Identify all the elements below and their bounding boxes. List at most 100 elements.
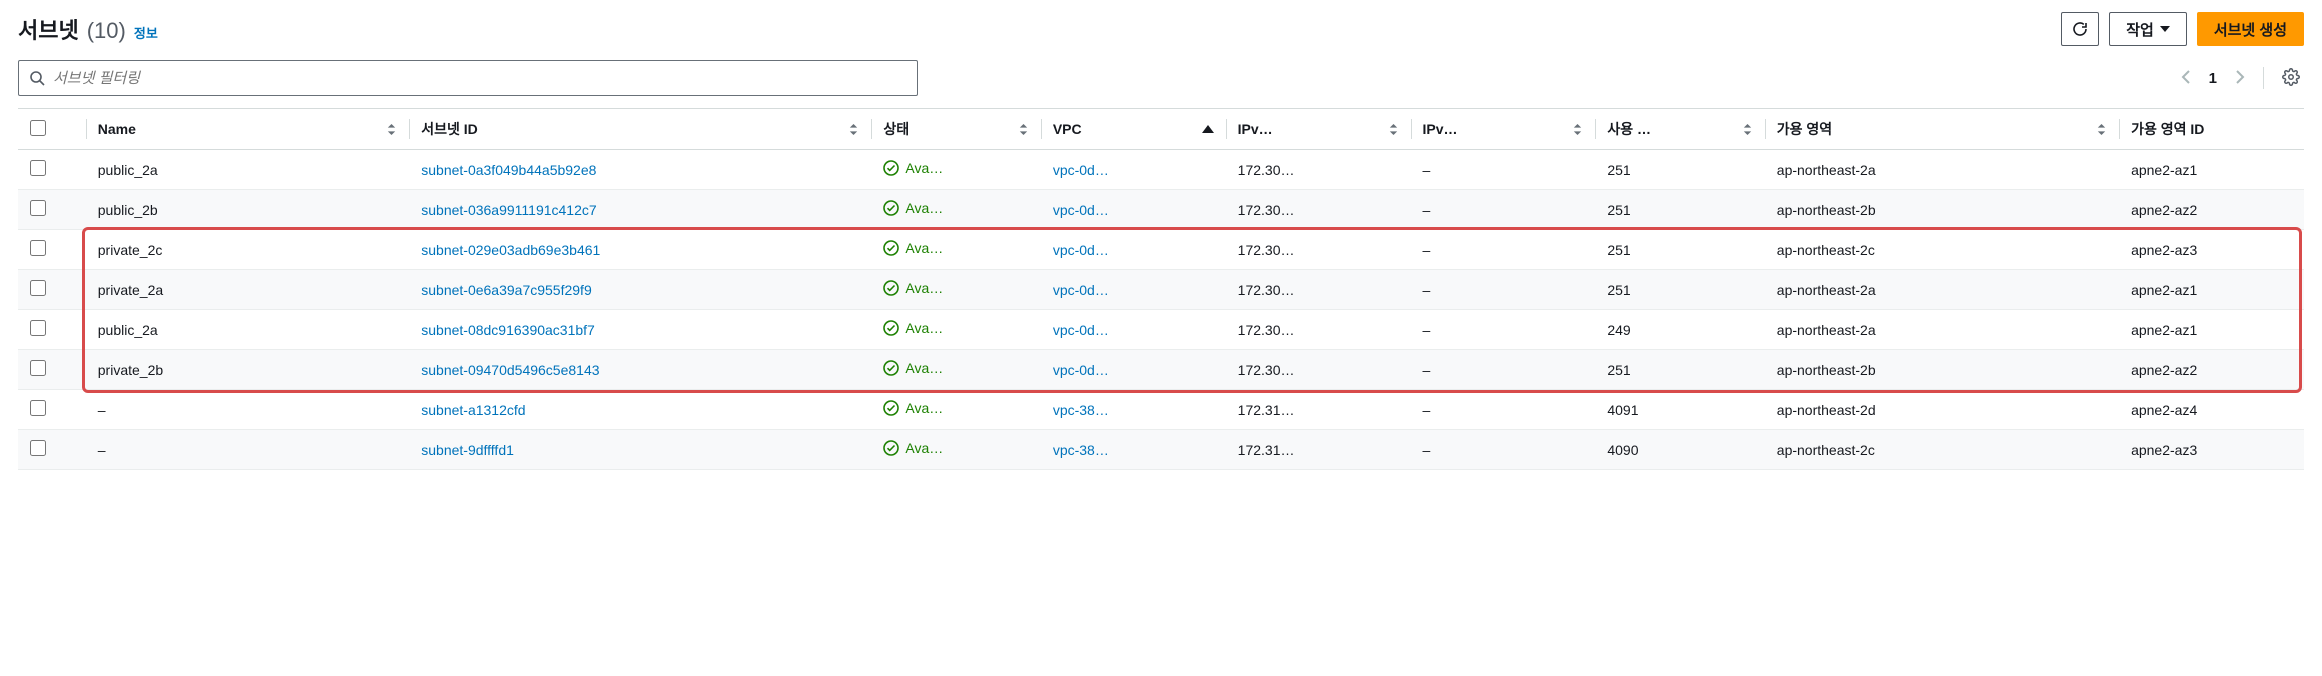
cell-vpc: vpc-0d… — [1041, 350, 1226, 390]
divider — [2263, 67, 2264, 89]
search-input[interactable] — [53, 70, 907, 87]
col-header-name[interactable]: Name — [86, 109, 409, 150]
row-checkbox[interactable] — [30, 280, 46, 296]
cell-az: ap-northeast-2a — [1765, 150, 2119, 190]
chevron-right-icon — [2235, 70, 2245, 84]
state-text: Ava… — [905, 360, 943, 376]
cell-ipv6: – — [1411, 230, 1596, 270]
table-row[interactable]: public_2asubnet-0a3f049b44a5b92e8Ava…vpc… — [18, 150, 2304, 190]
cell-name: private_2c — [86, 230, 409, 270]
row-checkbox[interactable] — [30, 440, 46, 456]
table-row[interactable]: private_2csubnet-029e03adb69e3b461Ava…vp… — [18, 230, 2304, 270]
state-text: Ava… — [905, 320, 943, 336]
sort-icon — [1572, 124, 1583, 135]
cell-ipv4: 172.30… — [1226, 270, 1411, 310]
table-row[interactable]: –subnet-a1312cfdAva…vpc-38…172.31…–4091a… — [18, 390, 2304, 430]
cell-state: Ava… — [871, 190, 1040, 230]
col-header-ipv4[interactable]: IPv… — [1226, 109, 1411, 150]
row-checkbox[interactable] — [30, 160, 46, 176]
cell-available: 251 — [1595, 230, 1764, 270]
select-all-checkbox[interactable] — [30, 120, 46, 136]
cell-ipv6: – — [1411, 150, 1596, 190]
table-row[interactable]: public_2b subnet-036a9911191c412c7 Ava… vpc… — [18, 190, 2304, 230]
cell-az: ap-northeast-2d — [1765, 390, 2119, 430]
row-checkbox[interactable] — [30, 360, 46, 376]
cell-az: ap-northeast-2a — [1765, 270, 2119, 310]
sort-icon — [386, 124, 397, 135]
cell-ipv4: 172.30… — [1226, 230, 1411, 270]
row-checkbox-cell — [18, 150, 86, 190]
vpc-link[interactable]: vpc-0d… — [1053, 242, 1109, 258]
page-title: 서브넷 — [18, 13, 79, 45]
vpc-link[interactable]: vpc-0d… — [1053, 362, 1109, 378]
col-label-state: 상태 — [883, 119, 909, 139]
next-page-button[interactable] — [2231, 66, 2249, 91]
subnet-id-link[interactable]: subnet-036a9911191c412c7 — [421, 202, 596, 218]
table-row[interactable]: –subnet-9dffffd1Ava…vpc-38…172.31…–4090a… — [18, 430, 2304, 470]
search-box[interactable] — [18, 60, 918, 96]
cell-available: 4091 — [1595, 390, 1764, 430]
info-link[interactable]: 정보 — [134, 23, 158, 42]
row-checkbox[interactable] — [30, 240, 46, 256]
subnet-id-link[interactable]: subnet-029e03adb69e3b461 — [421, 242, 600, 258]
status-ok-icon — [883, 200, 899, 216]
settings-button[interactable] — [2278, 64, 2304, 93]
cell-available: 251 — [1595, 150, 1764, 190]
row-checkbox[interactable] — [30, 320, 46, 336]
page-header: 서브넷 (10) 정보 작업 서브넷 생성 — [18, 12, 2304, 46]
col-header-az-id[interactable]: 가용 영역 ID — [2119, 109, 2304, 150]
subnet-id-link[interactable]: subnet-08dc916390ac31bf7 — [421, 322, 595, 338]
col-header-ipv6[interactable]: IPv… — [1411, 109, 1596, 150]
cell-state: Ava… — [871, 390, 1040, 430]
cell-az: ap-northeast-2b — [1765, 190, 2119, 230]
row-checkbox-cell — [18, 350, 86, 390]
refresh-button[interactable] — [2061, 12, 2099, 46]
table-row[interactable]: private_2bsubnet-09470d5496c5e8143Ava…vp… — [18, 350, 2304, 390]
vpc-link[interactable]: vpc-0d… — [1053, 322, 1109, 338]
table-row[interactable]: public_2asubnet-08dc916390ac31bf7Ava…vpc… — [18, 310, 2304, 350]
state-text: Ava… — [905, 280, 943, 296]
subnet-id-link[interactable]: subnet-9dffffd1 — [421, 442, 514, 458]
col-header-az[interactable]: 가용 영역 — [1765, 109, 2119, 150]
subnet-id-link[interactable]: subnet-0e6a39a7c955f29f9 — [421, 282, 591, 298]
col-header-subnet-id[interactable]: 서브넷 ID — [409, 109, 871, 150]
gear-icon — [2282, 68, 2300, 86]
item-count: (10) — [87, 18, 126, 44]
sort-asc-icon — [1202, 125, 1214, 133]
status-ok-icon — [883, 440, 899, 456]
cell-name: public_2b — [86, 190, 409, 230]
subnet-id-link[interactable]: subnet-0a3f049b44a5b92e8 — [421, 162, 596, 178]
col-label-name: Name — [98, 121, 136, 137]
vpc-link[interactable]: vpc-0d… — [1053, 162, 1109, 178]
cell-available: 251 — [1595, 350, 1764, 390]
col-header-state[interactable]: 상태 — [871, 109, 1040, 150]
cell-vpc: vpc-0d… — [1041, 310, 1226, 350]
col-label-az: 가용 영역 — [1777, 119, 1832, 139]
cell-available: 251 — [1595, 270, 1764, 310]
cell-subnet-id: subnet-a1312cfd — [409, 390, 871, 430]
row-checkbox[interactable] — [30, 400, 46, 416]
subnet-id-link[interactable]: subnet-a1312cfd — [421, 402, 525, 418]
vpc-link[interactable]: vpc-38… — [1053, 402, 1109, 418]
table-row[interactable]: private_2asubnet-0e6a39a7c955f29f9Ava…vp… — [18, 270, 2304, 310]
col-header-available[interactable]: 사용 … — [1595, 109, 1764, 150]
cell-az: ap-northeast-2b — [1765, 350, 2119, 390]
actions-dropdown[interactable]: 작업 — [2109, 12, 2187, 46]
row-checkbox[interactable] — [30, 200, 46, 216]
row-checkbox-cell — [18, 390, 86, 430]
vpc-link[interactable]: vpc-0d… — [1053, 282, 1109, 298]
cell-ipv6: – — [1411, 310, 1596, 350]
status-ok-icon — [883, 240, 899, 256]
state-text: Ava… — [905, 160, 943, 176]
cell-az-id: apne2-az3 — [2119, 230, 2304, 270]
create-subnet-button[interactable]: 서브넷 생성 — [2197, 12, 2304, 46]
subnet-id-link[interactable]: subnet-09470d5496c5e8143 — [421, 362, 599, 378]
subnets-table: Name 서브넷 ID 상태 VPC IPv… IPv… 사용 … 가용 영역 … — [18, 108, 2304, 470]
vpc-link[interactable]: vpc-0d… — [1053, 202, 1109, 218]
col-header-vpc[interactable]: VPC — [1041, 109, 1226, 150]
sort-icon — [848, 124, 859, 135]
col-header-checkbox[interactable] — [18, 109, 86, 150]
vpc-link[interactable]: vpc-38… — [1053, 442, 1109, 458]
prev-page-button[interactable] — [2177, 66, 2195, 91]
cell-ipv4: 172.30… — [1226, 150, 1411, 190]
